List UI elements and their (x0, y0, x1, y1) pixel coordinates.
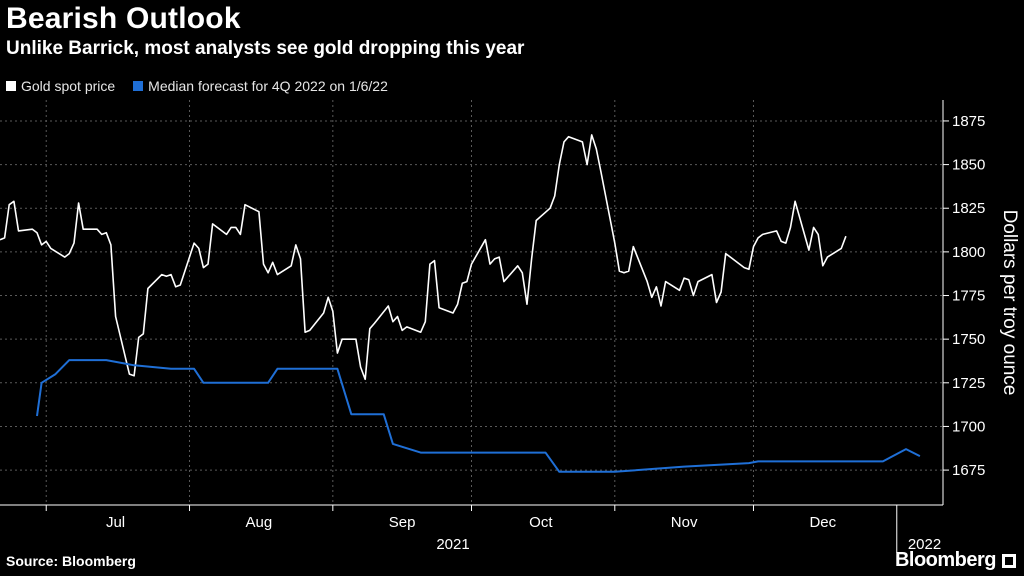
x-year-label: 2022 (908, 536, 941, 553)
legend-swatch-gold (6, 81, 16, 91)
x-year-label: 2021 (436, 536, 469, 553)
y-axis-title: Dollars per troy ounce (999, 210, 1020, 396)
y-tick-label: 1800 (952, 244, 985, 261)
legend-item-gold: Gold spot price (6, 78, 115, 94)
x-month-label: Nov (671, 514, 698, 531)
y-tick-label: 1850 (952, 157, 985, 174)
legend-swatch-forecast (133, 81, 144, 91)
y-tick-label: 1675 (952, 462, 985, 479)
legend: Gold spot price Median forecast for 4Q 2… (6, 78, 388, 94)
brand-logo-text: Bloomberg (894, 549, 997, 571)
y-tick-label: 1875 (952, 113, 985, 130)
legend-label-gold: Gold spot price (21, 78, 116, 94)
gold-spot-price-line (0, 134, 847, 381)
y-tick-label: 1750 (952, 331, 985, 348)
y-tick-label: 1725 (952, 375, 985, 392)
chart-subtitle: Unlike Barrick, most analysts see gold d… (6, 38, 525, 59)
y-tick-label: 1825 (952, 200, 985, 217)
x-month-label: Jul (106, 514, 125, 531)
x-month-label: Dec (809, 514, 836, 531)
y-tick-label: 1700 (952, 418, 985, 435)
chart-title: Bearish Outlook (6, 2, 241, 35)
x-month-label: Oct (529, 514, 553, 531)
median-forecast-line (36, 359, 921, 473)
bloomberg-mark-icon (1002, 554, 1016, 568)
source-note: Source: Bloomberg (6, 553, 136, 569)
x-month-label: Sep (389, 514, 416, 531)
x-month-label: Aug (246, 514, 273, 531)
legend-item-forecast: Median forecast for 4Q 2022 on 1/6/22 (133, 78, 388, 94)
legend-label-forecast: Median forecast for 4Q 2022 on 1/6/22 (148, 78, 388, 94)
y-tick-label: 1775 (952, 288, 985, 305)
